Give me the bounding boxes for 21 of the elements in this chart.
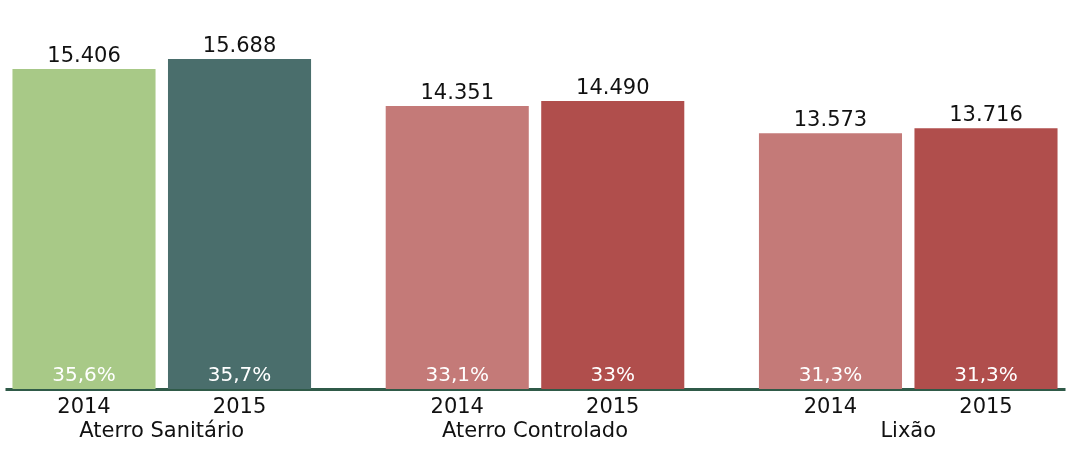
x-tick-label: Aterro Sanitário [79,417,245,442]
series-label: 2015 [212,394,267,418]
annotation: 31,3% [798,362,863,386]
annotation: 33,1% [425,362,490,386]
data-label: 13.716 [949,102,1023,127]
data-label: 15.406 [47,42,121,67]
x-tick-label: Lixão [880,417,937,442]
series-label: 2014 [57,394,111,418]
text: 2015 [959,394,1013,418]
data-label: 15.688 [202,33,277,57]
text: 2014 [430,394,484,418]
data-label: 14.351 [420,80,494,104]
data-label: 14.490 [576,75,650,100]
data-label: 13.573 [793,107,868,132]
annotation: 35,7% [207,362,272,386]
text: 2015 [586,394,640,418]
text: 2014 [803,394,858,418]
annotation: 33% [590,362,635,386]
annotation: 31,3% [954,362,1018,386]
annotation: 35,6% [52,362,116,386]
x-tick-label: Aterro Controlado [441,417,629,442]
